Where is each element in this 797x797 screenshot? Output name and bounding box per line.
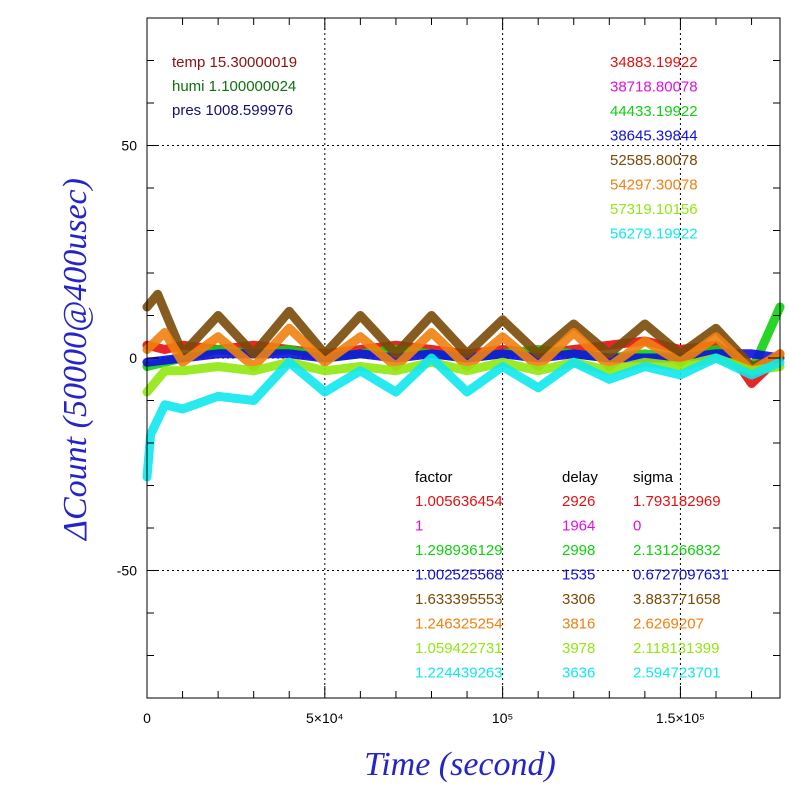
x-tick-label: 10⁵ bbox=[492, 710, 513, 726]
count-label: 56279.19922 bbox=[610, 226, 698, 243]
table-cell-delay: 3816 bbox=[562, 616, 595, 633]
table-cell-factor: 1.059422731 bbox=[415, 640, 503, 657]
table-header-sigma: sigma bbox=[633, 469, 674, 486]
table-cell-sigma: 2.594723701 bbox=[633, 665, 721, 682]
y-axis-title: ΔCount (50000@400usec) bbox=[57, 178, 94, 542]
count-label: 38645.39844 bbox=[610, 128, 698, 145]
x-tick-label: 0 bbox=[143, 710, 151, 726]
table-cell-sigma: 2.131266832 bbox=[633, 542, 721, 559]
table-cell-factor: 1 bbox=[415, 518, 423, 535]
count-label: 44433.19922 bbox=[610, 103, 698, 120]
y-tick-label: 50 bbox=[121, 138, 137, 154]
table-cell-delay: 3636 bbox=[562, 665, 595, 682]
table-cell-delay: 3306 bbox=[562, 591, 595, 608]
table-cell-sigma: 0 bbox=[633, 518, 641, 535]
table-cell-delay: 2998 bbox=[562, 542, 595, 559]
series-line bbox=[142, 289, 785, 371]
x-tick-label: 5×10⁴ bbox=[306, 710, 344, 726]
series-line bbox=[142, 353, 785, 397]
env-label: pres 1008.599976 bbox=[172, 102, 293, 119]
table-cell-factor: 1.298936129 bbox=[415, 542, 503, 559]
parameter-table: factor delay sigma 1.005636454 2926 1.7931829… bbox=[415, 469, 729, 682]
env-label: humi 1.100000024 bbox=[172, 78, 296, 95]
table-cell-factor: 1.224439263 bbox=[415, 665, 503, 682]
y-tick-labels: 50 0 -50 bbox=[117, 138, 137, 579]
minor-ticks bbox=[147, 18, 780, 698]
table-cell-delay: 2926 bbox=[562, 493, 595, 510]
table-cell-factor: 1.246325254 bbox=[415, 616, 503, 633]
table-cell-delay: 1964 bbox=[562, 518, 595, 535]
count-legend: 34883.19922 38718.80078 44433.19922 38645.3… bbox=[610, 54, 698, 243]
table-cell-sigma: 2.6269207 bbox=[633, 616, 704, 633]
env-label: temp 15.30000019 bbox=[172, 54, 297, 71]
count-label: 34883.19922 bbox=[610, 54, 698, 71]
count-label: 52585.80078 bbox=[610, 152, 698, 169]
y-tick-label: -50 bbox=[117, 563, 137, 579]
count-label: 38718.80078 bbox=[610, 79, 698, 96]
table-cell-sigma: 3.883771658 bbox=[633, 591, 721, 608]
environment-legend: temp 15.30000019 humi 1.100000024 pres 100… bbox=[172, 54, 297, 119]
series-line bbox=[142, 323, 785, 376]
series-line bbox=[142, 353, 785, 482]
table-cell-delay: 3978 bbox=[562, 640, 595, 657]
x-tick-labels: 0 5×10⁴ 10⁵ 1.5×10⁵ bbox=[143, 710, 705, 726]
table-cell-factor: 1.005636454 bbox=[415, 493, 503, 510]
table-header-delay: delay bbox=[562, 469, 598, 486]
table-cell-sigma: 1.793182969 bbox=[633, 493, 721, 510]
table-header-factor: factor bbox=[415, 469, 453, 486]
count-label: 57319.10156 bbox=[610, 201, 698, 218]
table-cell-sigma: 2.118131399 bbox=[633, 640, 719, 657]
series-layer bbox=[142, 289, 785, 482]
table-cell-factor: 1.002525568 bbox=[415, 567, 503, 584]
x-axis-title: Time (second) bbox=[364, 746, 556, 783]
table-cell-factor: 1.633395553 bbox=[415, 591, 503, 608]
table-cell-delay: 1535 bbox=[562, 567, 595, 584]
x-tick-label: 1.5×10⁵ bbox=[656, 710, 705, 726]
y-tick-label: 0 bbox=[129, 350, 137, 366]
count-label: 54297.30078 bbox=[610, 177, 698, 194]
table-cell-sigma: 0.6727097631 bbox=[633, 567, 729, 584]
